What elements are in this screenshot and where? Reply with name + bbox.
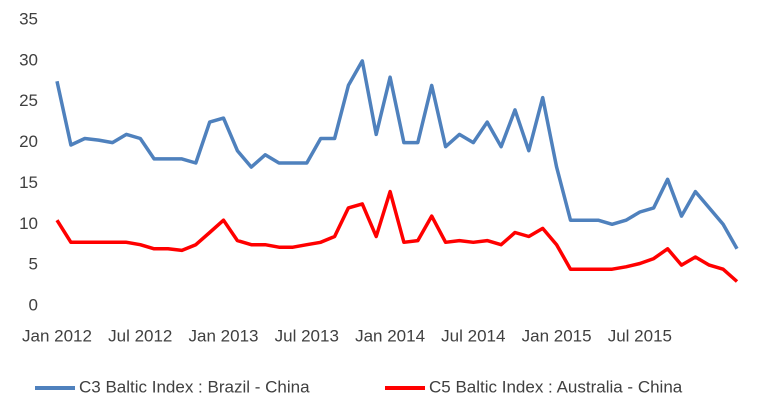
y-tick-label: 30: [19, 50, 38, 69]
series-line: [55, 59, 739, 250]
y-tick-label: 35: [19, 9, 38, 28]
x-tick-label: Jul 2014: [441, 326, 505, 345]
y-tick-label: 5: [29, 255, 38, 274]
legend-label: C5 Baltic Index : Australia - China: [429, 377, 683, 396]
x-tick-label: Jul 2012: [108, 326, 172, 345]
x-tick-label: Jan 2014: [355, 326, 425, 345]
legend-label: C3 Baltic Index : Brazil - China: [79, 377, 310, 396]
y-tick-label: 0: [29, 295, 38, 314]
x-tick-label: Jan 2013: [189, 326, 259, 345]
series-line: [55, 189, 739, 283]
x-tick-label: Jan 2012: [22, 326, 92, 345]
x-tick-label: Jul 2013: [275, 326, 339, 345]
x-tick-label: Jul 2015: [608, 326, 672, 345]
x-tick-label: Jan 2015: [522, 326, 592, 345]
y-tick-label: 15: [19, 173, 38, 192]
y-tick-label: 10: [19, 214, 38, 233]
y-tick-label: 25: [19, 91, 38, 110]
y-tick-label: 20: [19, 132, 38, 151]
